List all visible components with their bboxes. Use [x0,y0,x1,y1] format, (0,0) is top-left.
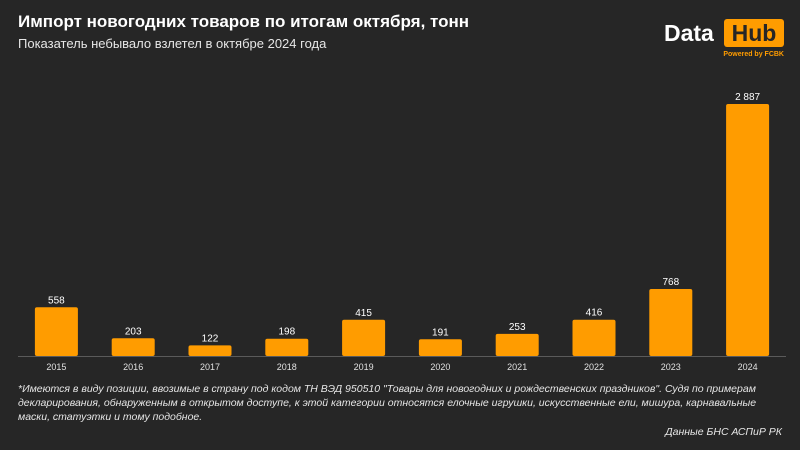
logo-hub-text: Hub [724,19,784,47]
bar-2023 [649,289,693,356]
x-tick-label-2020: 2020 [430,362,450,372]
x-tick-label-2023: 2023 [661,362,681,372]
bar-2015 [34,307,78,356]
value-label-2021: 253 [509,322,526,333]
x-tick-label-2018: 2018 [277,362,297,372]
value-label-2023: 768 [662,277,679,288]
logo-data-text: Data [664,20,714,46]
footnote: *Имеются в виду позиции, ввозимые в стра… [18,383,757,423]
chart-title: Импорт новогодних товаров по итогам октя… [18,12,470,31]
datahub-logo: Data Hub Powered by FCBK [664,19,784,65]
x-tick-label-2017: 2017 [200,362,220,372]
value-label-2022: 416 [586,308,603,319]
value-label-2024: 2 887 [735,92,760,103]
x-tick-label-2021: 2021 [507,362,527,372]
value-label-2020: 191 [432,327,449,338]
value-label-2018: 198 [278,327,295,338]
x-tick-label-2019: 2019 [354,362,374,372]
bar-2020 [418,339,462,356]
x-tick-label-2024: 2024 [738,362,758,372]
x-tick-label-2015: 2015 [46,362,66,372]
value-label-2015: 558 [48,295,65,306]
chart-subtitle: Показатель небывало взлетел в октябре 20… [18,36,327,51]
source-credit: Данные БНС АСПиР РК [665,426,782,438]
logo-powered-text: Powered by FCBK [723,51,784,58]
bar-2019 [342,319,386,356]
bar-2022 [572,319,616,356]
bar-2018 [265,338,309,356]
value-label-2017: 122 [202,333,219,344]
value-label-2019: 415 [355,308,372,319]
x-tick-label-2016: 2016 [123,362,143,372]
bar-2016 [111,338,155,356]
x-tick-label-2022: 2022 [584,362,604,372]
bar-2024 [726,104,770,356]
bar-2017 [188,345,232,356]
bar-2021 [495,333,539,356]
value-label-2016: 203 [125,326,142,337]
